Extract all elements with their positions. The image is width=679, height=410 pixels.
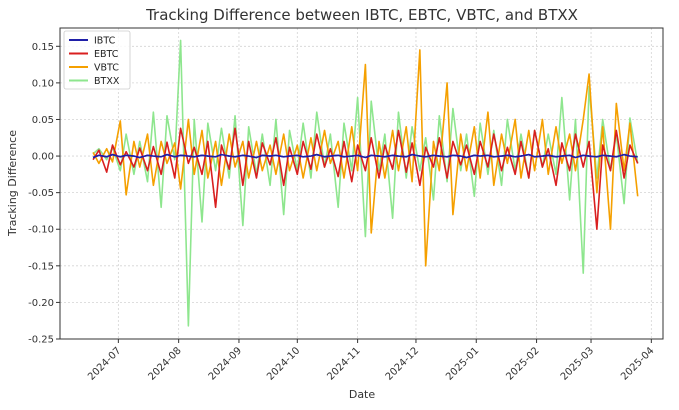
legend-box — [63, 30, 131, 90]
series-line-ibtc-overlay — [92, 153, 638, 159]
y-tick-label: 0.00 — [32, 152, 54, 163]
x-axis-label: Date — [349, 388, 376, 401]
legend-label-ibtc: IBTC — [94, 36, 116, 47]
chart-title: Tracking Difference between IBTC, EBTC, … — [145, 6, 578, 24]
y-axis-ticks: -0.25 -0.20 -0.15 -0.10 -0.05 0.00 0.05 0.10 0.1… — [28, 42, 60, 346]
y-tick-label: -0.25 — [28, 335, 54, 346]
y-tick-label: 0.05 — [32, 115, 54, 126]
y-tick-label: -0.10 — [28, 225, 54, 236]
plot-area-frame — [59, 27, 664, 340]
y-tick-label: 0.15 — [32, 42, 54, 53]
series-line-btxx — [92, 39, 639, 327]
y-tick-label: -0.05 — [28, 188, 54, 199]
y-tick-label: 0.10 — [32, 78, 54, 89]
y-axis-label: Tracking Difference — [6, 130, 19, 237]
series-lines — [92, 39, 639, 327]
legend-label-vbtc: VBTC — [94, 63, 119, 74]
legend-label-btxx: BTXX — [94, 76, 120, 87]
legend-label-ebtc: EBTC — [94, 49, 119, 60]
y-tick-label: -0.20 — [28, 298, 54, 309]
legend: IBTC EBTC VBTC BTXX — [63, 30, 131, 90]
y-tick-label: -0.15 — [28, 261, 54, 272]
